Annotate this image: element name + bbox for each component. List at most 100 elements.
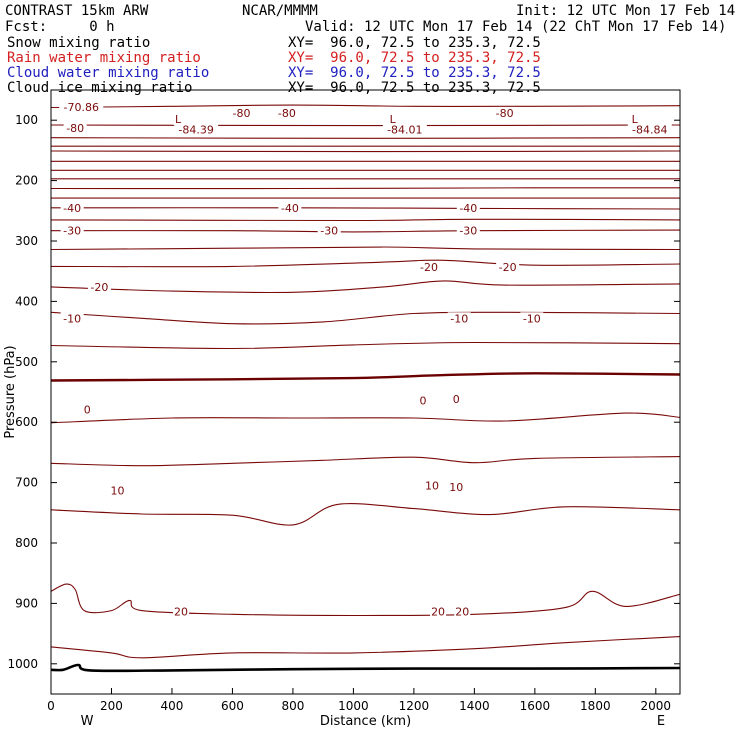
contour-label-26: 10 (111, 484, 125, 497)
field-label-cloud-water: Cloud water mixing ratio (7, 65, 210, 81)
contour-line-4 (51, 150, 680, 153)
contour-line-15 (51, 280, 680, 294)
y-tick-label: 200 (15, 174, 38, 188)
contour-line-19 (51, 412, 680, 424)
y-tick-label: 800 (15, 536, 38, 550)
organization-label: NCAR/MMMM (242, 3, 318, 19)
contour-label-bg-3 (275, 106, 299, 119)
contour-layer (51, 104, 680, 659)
contour-label-21: -10 (450, 312, 468, 325)
contour-line-13 (51, 246, 680, 251)
contour-label-bg-10 (627, 123, 672, 136)
y-tick-label: 1000 (7, 657, 38, 671)
x-tick-label: 800 (281, 699, 304, 713)
contour-line-2 (51, 137, 680, 139)
contour-label-12: -40 (281, 202, 299, 215)
contour-label-17: -20 (90, 281, 108, 294)
contour-label-2: -80 (233, 107, 251, 120)
contour-label-bg-11 (60, 201, 84, 214)
field-xy-cloud-water: XY= 96.0, 72.5 to 235.3, 72.5 (288, 65, 541, 81)
contour-label-6: -84.39 (178, 123, 213, 136)
contour-label-5: L (175, 113, 182, 126)
contour-label-bg-8 (382, 123, 427, 136)
field-label-snow: Snow mixing ratio (7, 35, 151, 51)
x-axis: 0 200 400 600 800 1000 1200 1400 1600 1800 2000 (47, 688, 671, 713)
y-tick-label: 900 (15, 596, 38, 610)
y-tick-label: 300 (15, 234, 38, 248)
contour-label-bg-25 (451, 393, 461, 406)
x-tick-label: 1400 (459, 699, 490, 713)
contour-label-7: L (390, 113, 397, 126)
contour-label-29: 20 (174, 605, 188, 618)
field-label-cloud-ice: Cloud ice mixing ratio (7, 80, 193, 96)
x-tick-label: 1600 (520, 699, 551, 713)
east-label: E (657, 714, 665, 729)
contour-labels: -70.86-80-80 -80 -80L-84.39L-84.01L-84.84-… (59, 100, 672, 618)
contour-label-bg-23 (82, 403, 92, 416)
contour-line-17 (51, 341, 680, 350)
contour-line-11 (51, 218, 680, 222)
contour-label-bg-0 (59, 100, 104, 113)
contour-label-22: -10 (523, 312, 541, 325)
x-axis-label: Distance (km) (320, 714, 411, 729)
x-tick-label: 400 (161, 699, 184, 713)
contour-line-22 (51, 583, 680, 617)
contour-label-15: -30 (320, 225, 338, 238)
contour-label-1: -80 (66, 122, 84, 135)
y-tick-label: 100 (15, 113, 38, 127)
contour-label-18: -20 (420, 261, 438, 274)
y-axis-label: Pressure (hPa) (3, 345, 18, 438)
contour-label-14: -30 (63, 225, 81, 238)
contour-label-bg-16 (456, 224, 480, 237)
contour-label-3: -80 (278, 107, 296, 120)
terrain-line (50, 663, 681, 673)
x-tick-label: 600 (221, 699, 244, 713)
contour-label-bg-6 (174, 123, 219, 136)
contour-label-bg-1 (63, 122, 87, 135)
x-tick-label: 1800 (580, 699, 611, 713)
contour-label-0: -70.86 (64, 101, 99, 114)
contour-line-16 (51, 311, 680, 325)
contour-line-1 (51, 124, 680, 127)
x-tick-label: 1200 (399, 699, 430, 713)
contour-label-bg-29 (173, 605, 190, 618)
model-title: CONTRAST 15km ARW (5, 3, 149, 19)
contour-label-20: -10 (63, 312, 81, 325)
x-tick-label: 1000 (338, 699, 369, 713)
contour-label-bg-31 (454, 605, 471, 618)
field-xy-cloud-ice: XY= 96.0, 72.5 to 235.3, 72.5 (288, 80, 541, 96)
contour-label-9: L (632, 113, 639, 126)
contour-line-12 (51, 229, 680, 233)
x-tick-label: 0 (47, 699, 55, 713)
contour-label-16: -30 (459, 225, 477, 238)
contour-label-bg-26 (109, 484, 126, 497)
contour-label-bg-19 (496, 260, 520, 273)
contour-label-10: -84.84 (632, 123, 667, 136)
contour-label-bg-4 (493, 106, 517, 119)
forecast-hour: Fcst: 0 h (5, 19, 115, 35)
contour-label-27: 10 (425, 480, 439, 493)
x-tick-label: 200 (100, 699, 123, 713)
contour-line-8 (51, 187, 680, 190)
init-time: Init: 12 UTC Mon 17 Feb 14 (516, 3, 736, 19)
contour-label-8: -84.01 (387, 123, 422, 136)
contour-label-bg-17 (87, 280, 111, 293)
contour-label-bg-14 (60, 224, 84, 237)
x-tick-label: 2000 (641, 699, 672, 713)
contour-label-bg-2 (230, 106, 254, 119)
contour-label-31: 20 (455, 605, 469, 618)
contour-line-14 (51, 259, 680, 268)
contour-label-24: 0 (419, 394, 426, 407)
contour-line-21 (51, 503, 680, 526)
contour-label-23: 0 (84, 404, 91, 417)
valid-time: Valid: 12 UTC Mon 17 Feb 14 (22 ChT Mon … (305, 19, 727, 35)
field-label-rain: Rain water mixing ratio (7, 50, 201, 66)
contour-label-19: -20 (499, 261, 517, 274)
contour-label-30: 20 (431, 605, 445, 618)
y-tick-label: 400 (15, 294, 38, 308)
contour-label-bg-15 (317, 224, 341, 237)
west-label: W (81, 714, 94, 729)
contour-label-bg-20 (60, 312, 84, 325)
contour-label-4: -80 (496, 107, 514, 120)
